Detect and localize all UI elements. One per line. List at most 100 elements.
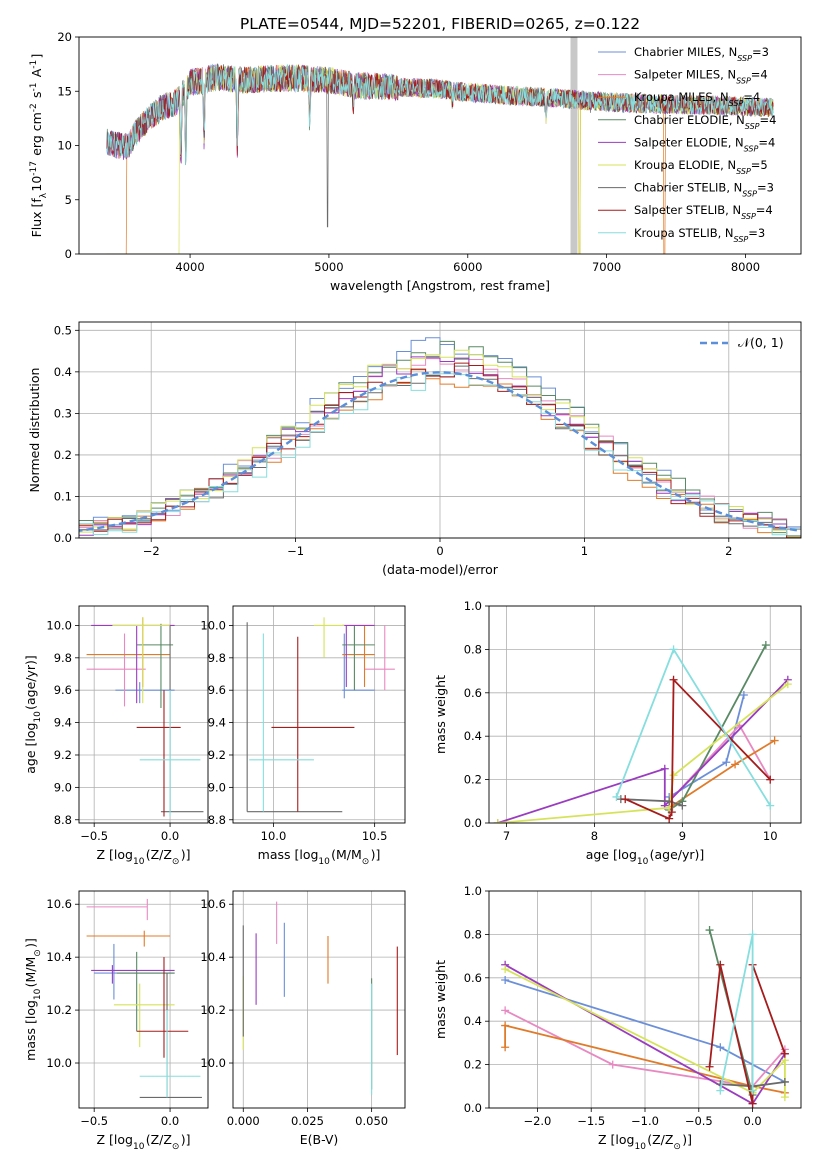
legend-sub: SSP — [741, 212, 756, 221]
y-tick-label: 0.8 — [464, 642, 482, 656]
legend-tail: =4 — [751, 68, 768, 82]
y-tick-label: 8.8 — [208, 813, 226, 827]
x-axis-label: E(B-V) — [300, 1132, 339, 1147]
y-axis-label: Flux [fλ 10-17 erg cm-2 s-1 A-1 ] — [29, 54, 49, 238]
y-tick-label: 0.4 — [464, 729, 482, 743]
legend-tail: =3 — [757, 181, 774, 195]
x-axis-label: mass [log10 (M/M⊙ )] — [258, 847, 381, 867]
x-axis-label-part: Z [log — [97, 1132, 133, 1147]
y-tick-label: 0.1 — [54, 489, 72, 503]
y-tick-label: 10.4 — [46, 950, 72, 964]
weight-marker-SaS — [748, 1099, 757, 1108]
legend-sub: SSP — [736, 167, 751, 176]
plot-area-spectrum — [106, 37, 774, 254]
x-tick-label: 0.0 — [161, 1114, 179, 1128]
legend-tail: =4 — [743, 90, 760, 104]
x-axis-label-part: mass [log — [258, 847, 319, 862]
axes-frame — [78, 36, 802, 255]
y-axis-label-sup: -1 — [29, 60, 39, 69]
weight-marker-ChS — [678, 801, 687, 810]
weight-marker-SaS — [667, 808, 676, 817]
y-tick-label: 0.6 — [464, 971, 482, 985]
x-axis-label-sub: 10 — [133, 1142, 145, 1152]
y-tick-label: 0.0 — [464, 1101, 482, 1115]
x-tick-label: 0.025 — [291, 1114, 324, 1128]
x-tick-label: 9 — [679, 829, 686, 843]
plot-area-age_vs_Z — [86, 617, 204, 817]
weight-marker-KrE — [669, 771, 678, 780]
legend-label-ChS: Chabrier STELIB, NSSP=3 — [634, 181, 774, 199]
x-axis-label: age [log10 (age/yr)] — [586, 847, 705, 867]
weight-marker-KrE — [501, 965, 510, 974]
panel-age_vs_mass: 10.0 10.5 8.8 9.0 9.2 9.4 9.6 9.8 10.0 mass [log1… — [200, 605, 406, 867]
weight-marker-ChM — [716, 1043, 725, 1052]
legend-label-SaS: Salpeter STELIB, NSSP=4 — [634, 203, 773, 221]
x-axis-label-part: (Z/Z — [647, 1132, 673, 1147]
weight-marker-ChE — [705, 926, 714, 935]
plot-area-weight_vs_age — [493, 641, 792, 823]
axes-frame — [232, 605, 406, 824]
x-axis-label-part: wavelength [Angstrom, rest frame] — [330, 278, 550, 293]
y-tick-label: 9.0 — [208, 780, 226, 794]
x-tick-label: 0.000 — [227, 1114, 260, 1128]
x-axis-label-part: (age/yr)] — [650, 847, 705, 862]
axes-frame — [78, 890, 209, 1109]
y-axis-label-part: A — [29, 68, 44, 81]
legend-text: Kroupa STELIB, N — [634, 226, 734, 240]
x-axis-label-part: )] — [371, 847, 381, 862]
legend-sub: SSP — [737, 54, 752, 63]
legend-label-ChE: Chabrier ELODIE, NSSP=4 — [634, 113, 776, 131]
y-axis-label-part: Flux [f — [29, 198, 44, 238]
y-axis-label-part: mass weight — [433, 675, 448, 754]
x-axis-label: Z [log10 (Z/Z⊙ )] — [97, 1132, 191, 1152]
y-tick-label: 9.2 — [208, 748, 226, 762]
weight-line-SaM — [504, 1009, 786, 1088]
weight-line-SaE — [497, 679, 789, 823]
legend-sub: SSP — [734, 234, 749, 243]
y-axis-label-sub: 10 — [33, 988, 43, 1000]
weight-marker-KrS — [612, 792, 621, 801]
y-axis-label-sub: 10 — [33, 711, 43, 723]
legend-sub: SSP — [742, 189, 757, 198]
y-tick-label: 0.0 — [464, 816, 482, 830]
weight-marker-SaS — [766, 775, 775, 784]
x-axis-label-part: Z [log — [97, 847, 133, 862]
y-axis-label-part: ] — [29, 54, 44, 59]
x-axis-label-part: (Z/Z — [146, 847, 172, 862]
y-tick-label: 10.0 — [200, 1056, 226, 1070]
x-axis-label-part: Z [log — [598, 1132, 634, 1147]
panel-residuals: −2 −1 0 1 2 0.0 0.1 0.2 0.3 0.4 0.5 (data-model)/er… — [27, 321, 802, 577]
y-tick-label: 0.0 — [54, 531, 72, 545]
axes-frame — [488, 890, 802, 1109]
y-tick-label: 0.2 — [54, 448, 72, 462]
x-axis-label-sub: ⊙ — [673, 1142, 681, 1152]
y-tick-label: 0.3 — [54, 406, 72, 420]
x-tick-label: −0.5 — [685, 1114, 713, 1128]
weight-marker-SaM — [608, 1060, 617, 1069]
x-tick-label: 2 — [725, 544, 732, 558]
x-axis-label: wavelength [Angstrom, rest frame] — [330, 278, 550, 293]
weight-marker-ChM — [501, 975, 510, 984]
x-tick-label: −2.0 — [523, 1114, 551, 1128]
panel-mass_vs_Z: −0.5 0.010.010.210.410.6Z [log10 (Z/Z⊙ )]… — [23, 890, 209, 1152]
y-axis-label-part: s — [29, 91, 44, 102]
x-tick-label: −0.5 — [80, 829, 108, 843]
legend-tail: =4 — [756, 203, 773, 217]
legend-text: Chabrier MILES, N — [634, 45, 737, 59]
plot-area-residuals — [79, 337, 801, 538]
axes-frame — [232, 890, 406, 1109]
weight-line-KrM — [504, 1024, 786, 1094]
weight-marker-KrM — [501, 1021, 510, 1030]
legend-label-SaE: Salpeter ELODIE, NSSP=4 — [634, 135, 775, 153]
legend-sub: SSP — [745, 121, 760, 130]
legend-label-KrE: Kroupa ELODIE, NSSP=5 — [634, 158, 768, 176]
weight-marker-KrE — [783, 680, 792, 689]
y-axis-label-sup: -17 — [29, 161, 39, 176]
weight-marker-KrM — [731, 760, 740, 769]
x-tick-label: 8 — [591, 829, 598, 843]
legend-label-gaussian: 𝒩(0, 1) — [738, 335, 784, 350]
x-tick-label: −0.5 — [80, 1114, 108, 1128]
y-axis-label: Normed distribution — [27, 368, 42, 493]
x-axis-label-sub: ⊙ — [362, 857, 370, 867]
